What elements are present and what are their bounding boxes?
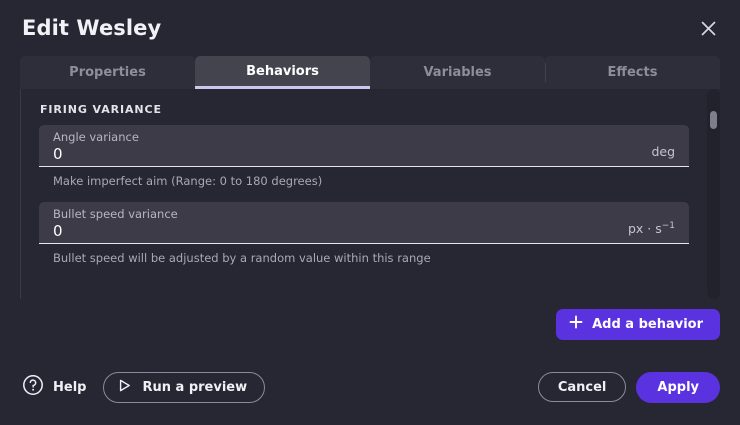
tab-label: Effects <box>607 65 658 80</box>
behaviors-panel: FIRING VARIANCE Angle variance 0 deg Mak… <box>20 89 720 299</box>
run-preview-label: Run a preview <box>142 379 248 395</box>
tab-effects[interactable]: Effects <box>545 56 720 89</box>
field-block-bullet-speed-variance: Bullet speed variance 0 px · s−1 Bullet … <box>39 202 720 265</box>
bullet-speed-variance-input[interactable]: Bullet speed variance 0 px · s−1 <box>39 202 689 244</box>
cancel-button[interactable]: Cancel <box>537 372 627 402</box>
run-preview-button[interactable]: Run a preview <box>103 371 266 403</box>
help-button[interactable]: Help <box>22 374 86 400</box>
field-label: Angle variance <box>53 130 139 144</box>
vertical-scrollbar[interactable] <box>707 89 720 299</box>
play-icon <box>117 378 132 397</box>
tab-behaviors[interactable]: Behaviors <box>195 56 370 89</box>
footer-left-group: Help Run a preview <box>22 371 266 403</box>
add-behavior-label: Add a behavior <box>592 316 703 332</box>
scrollbar-thumb[interactable] <box>710 111 717 129</box>
field-block-angle-variance: Angle variance 0 deg Make imperfect aim … <box>39 125 720 188</box>
close-button[interactable] <box>692 12 724 44</box>
field-unit-deg: deg <box>651 144 675 159</box>
field-value: 0 <box>53 145 63 163</box>
help-label: Help <box>53 379 87 395</box>
add-behavior-button[interactable]: Add a behavior <box>556 308 720 340</box>
add-behavior-row: Add a behavior <box>0 299 740 349</box>
field-description: Bullet speed will be adjusted by a rando… <box>53 251 431 265</box>
behaviors-panel-content: FIRING VARIANCE Angle variance 0 deg Mak… <box>21 89 720 299</box>
tab-bar: Properties Behaviors Variables Effects <box>0 56 740 89</box>
close-icon <box>700 20 717 37</box>
tab-label: Behaviors <box>246 63 319 79</box>
angle-variance-input[interactable]: Angle variance 0 deg <box>39 125 689 167</box>
question-circle-icon <box>22 374 44 400</box>
unit-text: deg <box>651 144 675 159</box>
tab-label: Properties <box>69 65 146 80</box>
tab-variables[interactable]: Variables <box>370 56 545 89</box>
dialog-titlebar: Edit Wesley <box>0 0 740 56</box>
apply-button[interactable]: Apply <box>636 371 720 403</box>
plus-icon <box>569 315 583 333</box>
unit-text: px · s <box>627 221 662 236</box>
field-value: 0 <box>53 222 63 240</box>
page-title: Edit Wesley <box>22 16 162 40</box>
footer-right-group: Cancel Apply <box>537 371 720 403</box>
section-title-firing-variance: FIRING VARIANCE <box>40 103 162 116</box>
dialog-footer: Help Run a preview Cancel Apply <box>0 349 740 425</box>
field-label: Bullet speed variance <box>53 207 178 221</box>
unit-exponent: −1 <box>661 220 675 231</box>
field-unit-px-per-second: px · s−1 <box>628 221 675 236</box>
tab-properties[interactable]: Properties <box>20 56 195 89</box>
field-description: Make imperfect aim (Range: 0 to 180 degr… <box>53 174 323 188</box>
tab-label: Variables <box>423 65 492 80</box>
